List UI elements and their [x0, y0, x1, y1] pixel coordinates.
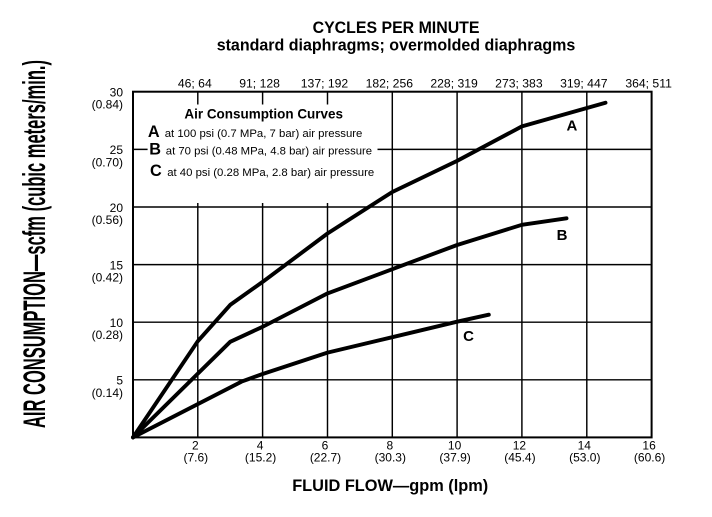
svg-text:(15.2): (15.2) [245, 450, 276, 464]
svg-text:15: 15 [110, 258, 124, 272]
svg-text:364; 511: 364; 511 [625, 76, 672, 90]
svg-text:(30.3): (30.3) [375, 450, 406, 464]
svg-text:(0.14): (0.14) [92, 386, 123, 400]
svg-text:FLUID FLOW—gpm (lpm): FLUID FLOW—gpm (lpm) [292, 477, 488, 495]
svg-text:at 100 psi (0.7 MPa, 7 bar) ai: at 100 psi (0.7 MPa, 7 bar) air pressure [165, 128, 363, 140]
svg-text:(37.9): (37.9) [439, 450, 470, 464]
svg-text:6: 6 [322, 439, 329, 453]
svg-text:CYCLES PER MINUTE: CYCLES PER MINUTE [313, 18, 480, 37]
svg-text:4: 4 [257, 439, 264, 453]
svg-text:(45.4): (45.4) [504, 450, 535, 464]
svg-text:46; 64: 46; 64 [178, 76, 212, 90]
svg-text:91; 128: 91; 128 [239, 76, 280, 90]
svg-text:(22.7): (22.7) [310, 450, 341, 464]
svg-text:AIR CONSUMPTION—scfm (cubic me: AIR CONSUMPTION—scfm (cubic meters/min.) [16, 60, 52, 428]
svg-text:8: 8 [386, 439, 393, 453]
svg-text:(7.6): (7.6) [183, 450, 208, 464]
svg-text:5: 5 [116, 374, 123, 388]
svg-text:(0.70): (0.70) [92, 155, 123, 169]
svg-text:10: 10 [448, 439, 462, 453]
svg-text:Air Consumption Curves: Air Consumption Curves [184, 105, 343, 121]
svg-text:A: A [566, 118, 577, 135]
svg-text:standard diaphragms; overmolde: standard diaphragms; overmolded diaphrag… [217, 35, 576, 54]
svg-text:C: C [463, 328, 474, 345]
svg-text:25: 25 [110, 143, 124, 157]
svg-text:(0.56): (0.56) [92, 213, 123, 227]
svg-text:A: A [148, 123, 160, 141]
svg-text:137; 192: 137; 192 [301, 76, 349, 90]
svg-text:(0.42): (0.42) [92, 271, 123, 285]
svg-text:(53.0): (53.0) [569, 450, 600, 464]
svg-text:B: B [149, 140, 161, 158]
svg-text:228; 319: 228; 319 [430, 76, 478, 90]
svg-text:at 40 psi (0.28 MPa, 2.8 bar): at 40 psi (0.28 MPa, 2.8 bar) air pressu… [167, 167, 374, 179]
svg-text:at 70 psi (0.48 MPa, 4.8 bar): at 70 psi (0.48 MPa, 4.8 bar) air pressu… [166, 145, 372, 157]
svg-text:(60.6): (60.6) [634, 450, 665, 464]
svg-text:12: 12 [513, 439, 527, 453]
svg-text:30: 30 [110, 86, 124, 100]
svg-text:319; 447: 319; 447 [560, 76, 608, 90]
svg-text:B: B [557, 227, 568, 244]
svg-text:10: 10 [110, 316, 124, 330]
svg-text:20: 20 [110, 201, 124, 215]
svg-text:14: 14 [578, 439, 592, 453]
svg-text:2: 2 [192, 439, 199, 453]
svg-text:(0.28): (0.28) [92, 328, 123, 342]
svg-text:(0.84): (0.84) [92, 98, 123, 112]
svg-text:C: C [150, 162, 162, 180]
svg-text:182; 256: 182; 256 [366, 76, 414, 90]
svg-text:273; 383: 273; 383 [495, 76, 543, 90]
svg-text:16: 16 [642, 439, 656, 453]
